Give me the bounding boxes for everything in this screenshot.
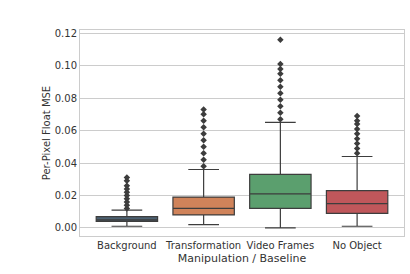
svg-text:Per-Pixel Float MSE: Per-Pixel Float MSE: [41, 86, 52, 180]
svg-text:Video Frames: Video Frames: [247, 240, 315, 251]
svg-text:No Object: No Object: [332, 240, 381, 251]
svg-text:Manipulation / Baseline: Manipulation / Baseline: [178, 252, 307, 265]
svg-text:Transformation: Transformation: [165, 240, 241, 251]
svg-text:0.12: 0.12: [55, 28, 77, 39]
svg-text:0.04: 0.04: [55, 158, 77, 169]
svg-text:0.10: 0.10: [55, 60, 77, 71]
svg-text:0.06: 0.06: [55, 125, 77, 136]
svg-text:0.08: 0.08: [55, 93, 77, 104]
svg-text:0.00: 0.00: [55, 222, 77, 233]
svg-text:0.02: 0.02: [55, 190, 77, 201]
svg-text:Background: Background: [97, 240, 157, 251]
